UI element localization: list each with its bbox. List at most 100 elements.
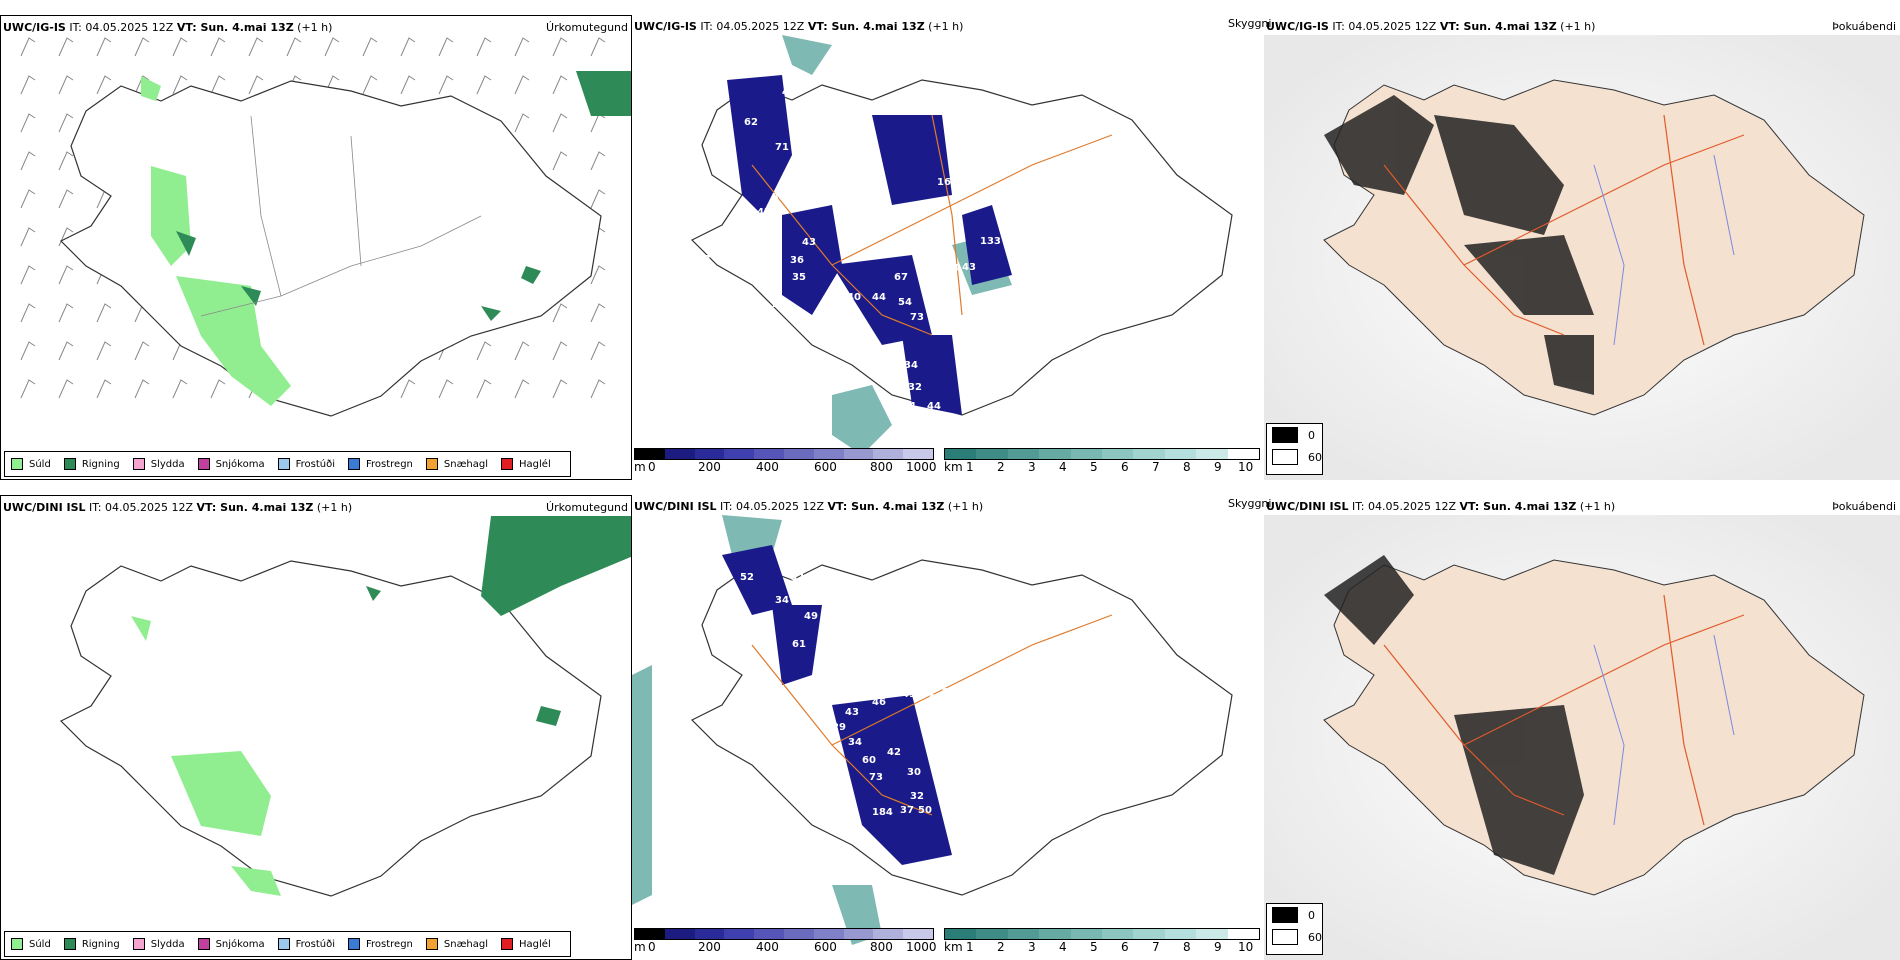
colorbar-tick: 1000 [906,940,937,954]
colorbar-strip [944,928,1260,940]
cloud-number: 61 [792,639,806,650]
wind-barb [590,341,606,361]
cloud-number: 38 [772,192,786,203]
wind-barb [552,113,568,133]
cloud-number: 55 [785,547,799,558]
wind-barb [552,303,568,323]
wind-barb [552,379,568,399]
cloud-base-colorbar: m 0 200 400 600 800 1000 [634,448,937,478]
cloud-number: 41 [928,693,942,704]
cloud-number: 39 [800,117,814,128]
legend-item: Snjókoma [197,458,265,470]
wind-barb [324,37,340,57]
wind-barb [552,151,568,171]
wind-barb [20,113,36,133]
fog-map [1264,35,1900,480]
colorbar-unit: m [634,940,646,954]
wind-barb [20,151,36,171]
colorbar-tick: 600 [814,460,837,474]
wind-barb [134,379,150,399]
wind-barb [210,75,226,95]
wind-barb [590,379,606,399]
cloud-number: 43 [692,679,706,690]
wind-barb [172,379,188,399]
visibility-areas [632,515,882,945]
cloud-number: 50 [918,805,932,816]
cloud-number: 32 [908,382,922,393]
cloud-number: 42 [887,747,901,758]
cloud-number: 133 [980,236,1001,247]
colorbar-tick: 5 [1090,460,1098,474]
cloud-number: 160 [937,177,958,188]
cloud-number: 47 [772,329,786,340]
wind-barb [20,227,36,247]
cloud-number: 49 [804,611,818,622]
wind-barb [134,341,150,361]
cloud-number: 101 [957,632,978,643]
cloud-base-numbers: 40 39 62 71 42 38 42 43 36 35 37 73 28 4… [697,87,1033,412]
cloud-number: 34 [904,360,918,371]
wind-barb [438,75,454,95]
cloud-number: 35 [792,272,806,283]
colorbar-tick: 1000 [906,460,937,474]
wind-barb [134,75,150,95]
colorbar-tick: 1 [966,940,974,954]
wind-barb [172,75,188,95]
cloud-number: 42 [792,152,806,163]
cloud-number: 43 [802,237,816,248]
wind-barb [172,37,188,57]
wind-barb [476,379,492,399]
cloud-base-colorbar: m 0 200 400 600 800 1000 [634,928,937,958]
cloud-number: 43 [962,262,976,273]
iceland-outline [59,560,602,897]
wind-barb [438,37,454,57]
legend-item: Haglél [501,458,551,470]
wind-barb [514,37,530,57]
cloud-number: 30 [907,767,921,778]
wind-barb [58,303,74,323]
iceland-outline [59,80,602,417]
cloud-number: 29 [832,722,846,733]
wind-barb [362,75,378,95]
wind-barb [96,379,112,399]
wind-barb [210,37,226,57]
precip-map [59,516,631,897]
cloud-number: 64 [790,347,804,358]
colorbar-tick: 7 [1152,460,1160,474]
panel-title: UWC/DINI ISL IT: 04.05.2025 12Z VT: Sun.… [1266,500,1616,513]
legend-item: Snæhagl [425,458,488,470]
panel-title: UWC/DINI ISL IT: 04.05.2025 12Z VT: Sun.… [634,500,984,513]
colorbar-tick: 400 [756,460,779,474]
wind-barb [552,341,568,361]
cloud-number: 65 [802,357,816,368]
cloud-number: 184 [872,807,893,818]
colorbar-tick: 4 [1059,940,1067,954]
cloud-number: 42 [757,207,771,218]
cloud-number: 52 [740,572,754,583]
drizzle-areas [131,616,281,896]
precip-type-label: Úrkomutegund [546,21,628,34]
cloud-number: 60 [862,755,876,766]
wind-barb [20,303,36,323]
fog-panel-top: UWC/IG-IS IT: 04.05.2025 12Z VT: Sun. 4.… [1264,15,1900,480]
wind-barb [590,189,606,209]
cloud-number: 82 [790,572,804,583]
colorbar-tick: 10 [1238,460,1254,474]
wind-barb [58,37,74,57]
precip-legend: Súld Rigning Slydda Snjókoma Frostúði Fr… [4,451,571,477]
colorbar-tick: 8 [1183,460,1191,474]
colorbar-strip [634,928,934,940]
rivers [1593,634,1735,826]
colorbar-unit: km [944,460,963,474]
cloud-number: 62 [744,117,758,128]
legend-item: Slydda [132,938,185,950]
rain-areas [366,516,631,726]
wind-barb [286,37,302,57]
fog-panel-bottom: UWC/DINI ISL IT: 04.05.2025 12Z VT: Sun.… [1264,495,1900,960]
cloud-number: 140 [1012,287,1033,298]
wind-barb [362,37,378,57]
cloud-base-areas [727,75,1012,415]
legend-item: Frostregn [348,938,413,950]
wind-barb [210,379,226,399]
precip-type-panel-bottom: UWC/DINI ISL IT: 04.05.2025 12Z VT: Sun.… [0,495,632,960]
